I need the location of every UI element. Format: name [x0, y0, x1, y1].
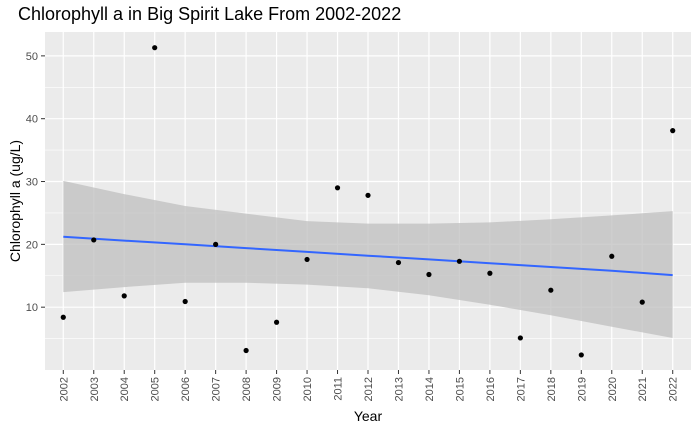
x-tick-label: 2014: [424, 377, 436, 401]
data-point: [91, 237, 97, 243]
y-axis-title: Chlorophyll a (ug/L): [7, 140, 23, 262]
x-axis: 2002 2003 2004 2005 2006 2007 2008 2009 2010 2011…: [58, 370, 680, 401]
y-tick-label: 10: [26, 302, 38, 314]
data-point: [609, 253, 615, 259]
x-tick-label: 2004: [119, 377, 131, 401]
x-tick-label: 2018: [546, 377, 558, 401]
data-point: [60, 314, 66, 320]
x-tick-label: 2017: [515, 377, 527, 401]
data-point: [273, 319, 280, 325]
x-tick-label: 2019: [576, 377, 588, 401]
x-tick-label: 2013: [393, 377, 405, 401]
x-tick-label: 2005: [150, 377, 162, 401]
y-tick-label: 40: [26, 114, 38, 126]
x-tick-label: 2022: [668, 377, 680, 401]
y-tick-label: 50: [26, 51, 38, 63]
x-axis-title: Year: [354, 408, 383, 424]
data-point: [517, 335, 523, 341]
data-point: [182, 298, 188, 305]
x-tick-label: 2015: [454, 377, 466, 401]
y-tick-label: 20: [26, 239, 38, 251]
data-point: [243, 347, 249, 354]
x-tick-label: 2020: [607, 377, 619, 401]
trend-line: [63, 235, 673, 277]
x-tick-label: 2016: [485, 377, 497, 401]
data-point: [152, 45, 158, 51]
x-tick-label: 2007: [211, 377, 223, 401]
data-point: [334, 185, 341, 191]
chart-title: Chlorophyll a in Big Spirit Lake From 20…: [18, 4, 402, 24]
x-tick-label: 2009: [272, 377, 284, 401]
x-tick-label: 2003: [89, 377, 101, 401]
x-tick-label: 2008: [241, 377, 253, 401]
data-point: [670, 128, 676, 134]
data-point: [639, 299, 645, 305]
data-point: [304, 256, 310, 263]
y-axis: 10 20 30 40 50: [26, 51, 45, 314]
y-tick-label: 30: [26, 177, 38, 189]
data-point: [426, 271, 432, 278]
x-tick-label: 2002: [58, 377, 70, 401]
x-tick-label: 2012: [363, 377, 375, 401]
confidence-band: [63, 180, 673, 338]
x-tick-label: 2011: [333, 377, 345, 401]
data-point: [365, 192, 371, 198]
x-tick-label: 2021: [637, 377, 649, 401]
data-point: [395, 259, 402, 266]
data-point: [213, 241, 219, 247]
data-point: [121, 293, 127, 299]
x-tick-label: 2010: [302, 377, 314, 401]
data-point: [578, 352, 584, 358]
data-points: [60, 45, 676, 358]
data-point: [456, 258, 463, 264]
data-point: [548, 287, 554, 293]
data-point: [487, 270, 493, 276]
x-tick-label: 2006: [180, 377, 192, 401]
